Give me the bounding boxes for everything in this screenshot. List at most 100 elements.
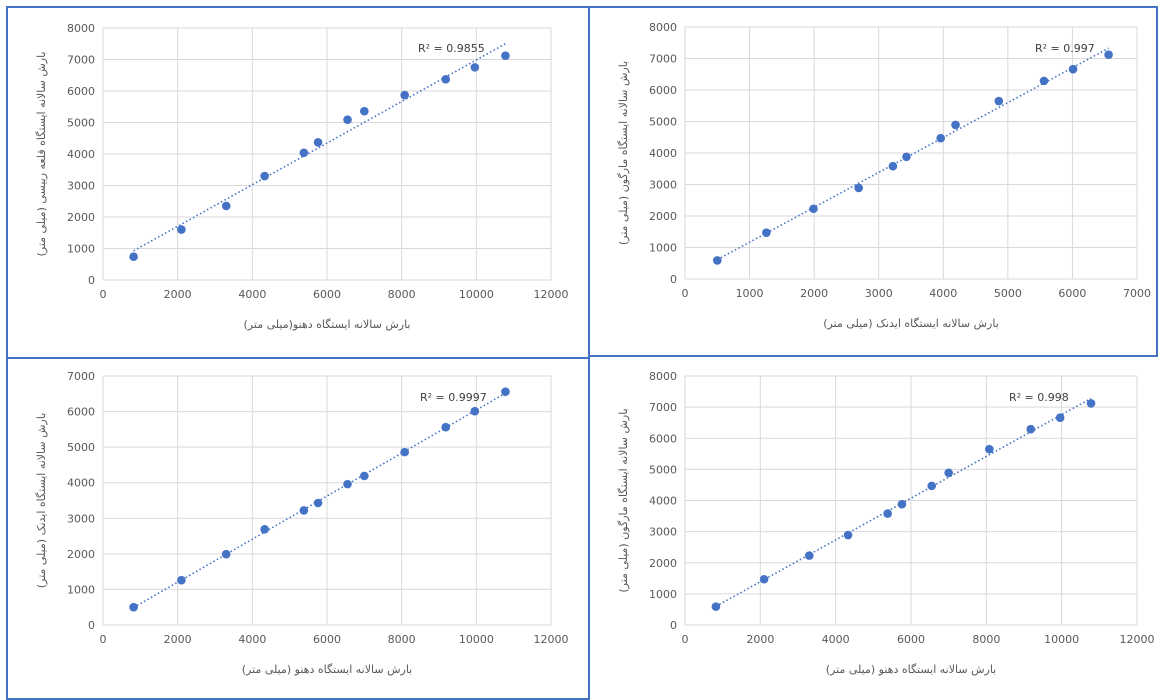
data-point [299,506,309,515]
data-point [936,133,946,143]
y-tick-label: 7000 [67,54,95,67]
x-tick-label: 5000 [994,287,1022,300]
y-tick-label: 8000 [649,370,677,383]
x-tick-label: 6000 [313,288,341,301]
data-point [441,75,451,84]
y-tick-label: 2000 [649,557,677,570]
x-tick-label: 3000 [865,287,893,300]
data-point [1026,424,1036,434]
y-axis-title: بارش سالانه ایستگاه ایدنک (میلی متر) [35,413,48,589]
data-point [711,602,721,611]
x-tick-label: 10000 [1044,633,1079,646]
data-point [985,444,994,454]
x-tick-label: 6000 [897,633,925,646]
y-tick-label: 8000 [649,21,677,34]
y-axis-title: بارش سالانه ایستگاه مارگون (میلی متر) [617,61,630,245]
x-tick-label: 1000 [736,287,764,300]
data-point [1039,76,1049,86]
data-point [1104,50,1113,60]
x-tick-label: 12000 [534,288,569,301]
chart-panel-4: 0 2000 4000 6000 8000 10000 12000 0 1000 2000 3000… [589,357,1158,700]
data-point [883,509,892,518]
data-point [343,115,352,124]
r-squared-label: R² = 0.997 [1035,42,1095,55]
data-point [805,551,814,560]
data-point [809,204,818,214]
r-squared-label: R² = 0.998 [1009,391,1069,404]
x-axis-title: بارش سالانه ایستگاه دهنو (میلی متر) [826,663,996,676]
x-tick-label: 10000 [459,633,494,646]
data-point [129,602,138,612]
x-tick-label: 6000 [1058,287,1086,300]
x-tick-label: 12000 [534,633,569,646]
data-point [177,225,186,234]
data-point [501,387,510,396]
data-point [888,161,898,171]
x-tick-label: 2000 [164,288,192,301]
chart-svg-4: 0 2000 4000 6000 8000 10000 12000 0 1000 2000 3000… [617,370,1155,676]
y-tick-label: 1000 [649,242,677,255]
data-point [927,481,937,491]
y-tick-label: 0 [670,619,677,632]
y-tick-label: 4000 [67,148,95,161]
x-tick-label: 10000 [459,288,494,301]
data-point [994,96,1004,106]
x-tick-label: 8000 [388,633,416,646]
chart-panel-3: 0 2000 4000 6000 8000 10000 12000 0 1000 2000 3000… [0,357,589,700]
x-tick-label: 7000 [1123,287,1151,300]
data-point [470,63,480,72]
data-point [177,575,186,585]
x-tick-label: 2000 [800,287,828,300]
data-point [944,468,953,478]
data-point [313,498,323,508]
x-tick-label: 2000 [164,633,192,646]
data-point [902,152,911,162]
data-point [843,530,853,540]
data-point [1086,399,1096,408]
y-tick-label: 6000 [67,85,95,98]
y-tick-label: 2000 [649,210,677,223]
data-point [400,90,409,100]
data-point [951,120,960,130]
x-tick-label: 4000 [238,288,266,301]
x-tick-label: 0 [100,288,107,301]
y-tick-label: 4000 [67,477,95,490]
y-tick-label: 6000 [649,84,677,97]
data-point [260,525,269,534]
y-tick-label: 2000 [67,548,95,561]
data-point [897,499,907,509]
data-point [360,471,369,481]
data-point [299,148,309,158]
x-axis-title: بارش سالانه ایستگاه ایدنک (میلی متر) [823,317,999,330]
y-tick-label: 4000 [649,147,677,160]
y-tick-label: 3000 [67,180,95,193]
y-tick-label: 6000 [649,432,677,445]
chart-svg-2: 0 1000 2000 3000 4000 5000 6000 7000 0 1000 2000 30… [617,21,1151,330]
data-point [221,549,231,559]
y-tick-label: 5000 [649,116,677,129]
y-tick-label: 3000 [649,179,677,192]
chart-panel-2: 0 1000 2000 3000 4000 5000 6000 7000 0 1000 2000 30… [589,0,1158,357]
y-tick-label: 1000 [649,588,677,601]
x-tick-label: 0 [682,287,689,300]
data-point [221,201,231,211]
y-axis-title: بارش سالانه ایستگاه مارگون (میلی متر) [617,408,630,592]
trendline [715,397,1092,608]
y-tick-label: 0 [670,273,677,286]
x-tick-label: 6000 [313,633,341,646]
y-tick-label: 1000 [67,243,95,256]
data-point [762,228,771,237]
data-point [1068,64,1078,74]
x-tick-label: 4000 [929,287,957,300]
y-tick-label: 3000 [67,512,95,525]
r-squared-label: R² = 0.9997 [420,391,487,404]
data-point [854,183,863,193]
chart-svg-3: 0 2000 4000 6000 8000 10000 12000 0 1000 2000 3000… [35,370,569,676]
y-tick-label: 0 [88,619,95,632]
data-point [712,256,722,265]
data-point [501,51,510,61]
x-tick-label: 2000 [746,633,774,646]
y-tick-label: 7000 [649,53,677,66]
trendline [716,47,1109,261]
data-point [360,106,369,116]
